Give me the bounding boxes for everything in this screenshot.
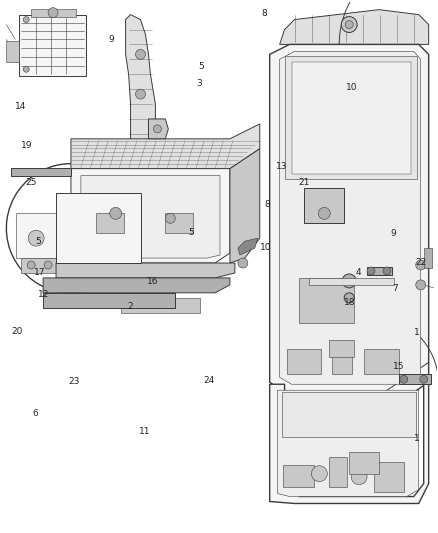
Polygon shape [285,56,417,179]
Text: 13: 13 [276,163,288,172]
Text: 3: 3 [197,79,202,88]
Polygon shape [81,175,220,258]
Polygon shape [71,168,230,263]
Text: 8: 8 [264,199,270,208]
Text: 16: 16 [147,277,159,286]
Bar [349,452,379,474]
Text: 10: 10 [260,244,272,253]
Circle shape [351,469,367,484]
Polygon shape [309,278,394,285]
Circle shape [28,230,44,246]
Circle shape [135,89,145,99]
Polygon shape [71,124,260,168]
Text: 6: 6 [32,409,38,418]
Circle shape [23,17,29,22]
Text: 8: 8 [262,9,268,18]
Circle shape [48,7,58,18]
Polygon shape [43,293,175,308]
Bar [96,213,124,233]
Circle shape [44,261,52,269]
Polygon shape [230,149,260,263]
Polygon shape [21,258,56,273]
Circle shape [416,280,426,290]
Circle shape [318,207,330,219]
Text: 9: 9 [109,35,114,44]
Bar [332,350,352,374]
Polygon shape [148,119,168,139]
Polygon shape [278,390,419,497]
Polygon shape [7,42,19,62]
Text: 19: 19 [21,141,32,150]
Text: 7: 7 [392,284,398,293]
Text: 9: 9 [390,229,396,238]
Circle shape [153,125,161,133]
Text: 23: 23 [69,377,80,386]
Text: 5: 5 [35,237,41,246]
Circle shape [238,258,248,268]
Polygon shape [238,238,258,255]
Circle shape [341,17,357,33]
Text: 2: 2 [127,302,133,311]
Text: 5: 5 [199,62,205,71]
Text: 1: 1 [414,434,420,443]
Circle shape [165,213,175,223]
Bar [304,189,344,223]
Polygon shape [43,278,230,293]
Circle shape [367,267,375,275]
Text: 4: 4 [356,268,361,277]
Bar [11,168,71,175]
Bar [286,350,321,374]
Circle shape [344,293,354,303]
Text: 25: 25 [25,179,37,187]
Bar [329,457,347,487]
Text: 15: 15 [392,361,404,370]
Circle shape [110,207,122,219]
Circle shape [420,375,427,383]
Bar [399,374,431,384]
Bar [374,462,404,491]
Polygon shape [31,9,76,17]
Text: 24: 24 [204,376,215,385]
Bar [300,278,354,322]
Bar [165,213,193,233]
Text: 18: 18 [344,298,355,307]
Text: 5: 5 [188,228,194,237]
Polygon shape [16,213,61,258]
Text: 21: 21 [298,179,310,187]
Polygon shape [56,193,141,263]
Text: 22: 22 [416,258,427,266]
Circle shape [135,50,145,59]
Text: 20: 20 [11,327,22,336]
Circle shape [416,260,426,270]
Bar [364,350,399,374]
Circle shape [400,375,408,383]
Polygon shape [56,263,235,278]
Text: 17: 17 [34,268,46,277]
Text: 14: 14 [15,102,27,111]
Circle shape [311,466,327,482]
Polygon shape [270,44,429,392]
Polygon shape [84,179,217,255]
Polygon shape [279,51,421,384]
Text: 12: 12 [39,289,50,298]
Bar [329,340,354,358]
Bar [283,465,314,487]
Polygon shape [279,10,429,44]
Bar [424,248,431,268]
Polygon shape [292,62,411,174]
Polygon shape [19,14,86,76]
Circle shape [383,267,391,275]
Bar [120,298,200,313]
Text: 1: 1 [414,328,420,337]
Text: 11: 11 [139,427,151,436]
Text: 10: 10 [346,83,357,92]
Circle shape [23,66,29,72]
Circle shape [342,274,356,288]
Circle shape [345,21,353,29]
Polygon shape [270,384,429,504]
Circle shape [27,261,35,269]
Polygon shape [126,14,155,164]
Bar [282,392,416,437]
Bar [367,267,392,275]
